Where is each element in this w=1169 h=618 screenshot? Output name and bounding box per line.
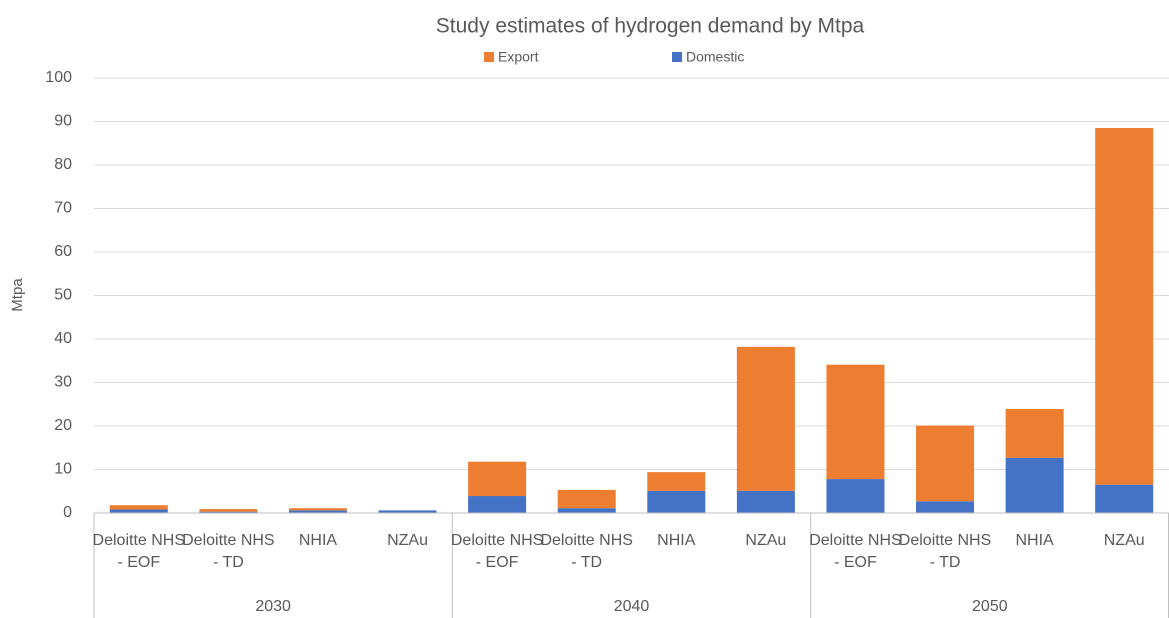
- group-label: 2050: [972, 598, 1008, 615]
- bar-segment: [916, 501, 975, 513]
- y-tick-label: 50: [54, 287, 72, 304]
- bar-segment: [647, 490, 706, 513]
- x-tick-label: NZAu: [1103, 532, 1145, 549]
- y-tick-label: 10: [54, 461, 72, 478]
- x-tick-label: NHIA: [1015, 532, 1054, 549]
- y-tick-label: 60: [54, 243, 72, 260]
- legend-swatch: [672, 52, 682, 62]
- bar-segment: [1095, 128, 1154, 485]
- bar-segment: [647, 472, 706, 491]
- bar-segment: [468, 496, 527, 513]
- x-tick-label: Deloitte NHS - EOF: [450, 532, 544, 571]
- bar-segment: [736, 346, 795, 491]
- y-tick-label: 70: [54, 200, 72, 217]
- bar-segment: [1095, 484, 1154, 513]
- legend-label: Domestic: [686, 49, 744, 65]
- y-tick-label: 0: [63, 504, 72, 521]
- bar-segment: [199, 509, 258, 512]
- bar-segment: [468, 461, 527, 497]
- x-tick-label: NHIA: [657, 532, 696, 549]
- bar-segment: [109, 505, 168, 510]
- legend-swatch: [484, 52, 494, 62]
- bar-segment: [557, 508, 616, 513]
- x-tick-label: Deloitte NHS - TD: [540, 532, 633, 571]
- x-tick-label: Deloitte NHS - EOF: [92, 532, 186, 571]
- bar-segment: [1005, 457, 1064, 513]
- bar-segment: [1005, 409, 1064, 458]
- group-label: 2030: [255, 598, 291, 615]
- x-tick-label: Deloitte NHS - EOF: [809, 532, 902, 571]
- bar-segment: [826, 364, 885, 480]
- x-tick-label: Deloitte NHS - TD: [898, 532, 992, 571]
- bar-segment: [109, 509, 168, 513]
- y-axis-label: Mtpa: [9, 278, 26, 312]
- bar-segment: [916, 425, 975, 502]
- bar-segment: [557, 489, 616, 509]
- x-tick-label: NZAu: [387, 532, 428, 549]
- chart-title: Study estimates of hydrogen demand by Mt…: [436, 15, 865, 38]
- y-tick-label: 90: [54, 113, 72, 130]
- legend-label: Export: [498, 49, 539, 65]
- bar-segment: [378, 510, 437, 513]
- y-tick-label: 30: [54, 374, 72, 391]
- y-tick-label: 40: [54, 330, 72, 347]
- bar-segment: [736, 490, 795, 513]
- y-tick-label: 80: [54, 156, 72, 173]
- bar-segment: [199, 511, 258, 513]
- bar-segment: [288, 508, 347, 511]
- y-tick-label: 20: [54, 417, 72, 434]
- y-tick-label: 100: [45, 69, 72, 86]
- bar-segment: [826, 479, 885, 513]
- x-tick-label: NHIA: [298, 532, 338, 549]
- x-tick-label: NZAu: [745, 532, 787, 549]
- group-label: 2040: [614, 598, 650, 615]
- x-tick-label: Deloitte NHS - TD: [182, 532, 275, 571]
- bar-segment: [288, 510, 347, 513]
